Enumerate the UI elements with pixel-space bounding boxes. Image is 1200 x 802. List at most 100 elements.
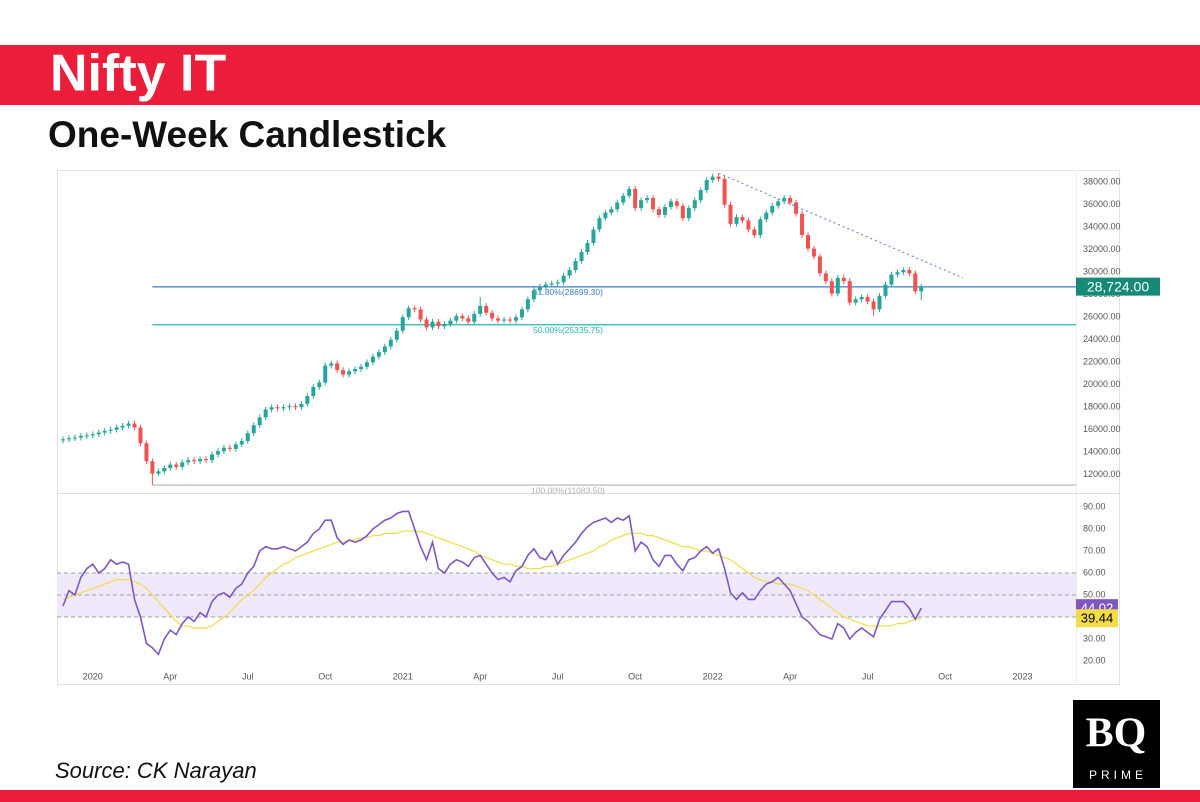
candle-body	[835, 277, 840, 294]
candle-body	[519, 309, 524, 318]
candle-body	[61, 439, 65, 441]
candle-body	[239, 441, 244, 445]
y-tick-label: 60.00	[1083, 567, 1106, 577]
candle-body	[186, 460, 191, 463]
candle-body	[651, 198, 656, 210]
candle-body	[484, 306, 489, 313]
candle-body	[698, 190, 703, 201]
candle-body	[454, 316, 459, 321]
logo-mark: BQ	[1086, 711, 1147, 757]
y-tick-label: 50.00	[1083, 589, 1106, 599]
candle-body	[442, 324, 447, 327]
candle-body	[376, 352, 381, 357]
candle-body	[639, 200, 644, 209]
candle-body	[78, 435, 83, 438]
candle-body	[549, 283, 554, 285]
candle-body	[263, 409, 268, 418]
y-tick-label: 20.00	[1083, 655, 1106, 665]
title-band	[0, 45, 1200, 105]
candle-body	[811, 248, 816, 257]
source-note: Source: CK Narayan	[55, 758, 257, 783]
candle-body	[84, 435, 89, 437]
candle-body	[704, 180, 709, 191]
candle-body	[472, 313, 477, 322]
y-tick-label: 36000.00	[1083, 199, 1121, 209]
candle-body	[829, 281, 834, 294]
candle-body	[168, 464, 173, 468]
y-tick-label: 18000.00	[1083, 402, 1121, 412]
candle-body	[245, 433, 250, 441]
candle-body	[633, 189, 638, 209]
x-tick-label: Apr	[163, 671, 177, 681]
x-tick-label: Oct	[318, 671, 333, 681]
footer-band	[0, 790, 1200, 802]
candle-body	[156, 471, 161, 474]
candle-body	[66, 438, 71, 440]
candle-body	[275, 407, 280, 409]
candle-body	[251, 425, 256, 434]
rsi-line	[62, 510, 922, 656]
candle-body	[627, 189, 632, 196]
y-tick-label: 80.00	[1083, 523, 1106, 533]
rsi-band	[57, 573, 1076, 617]
candle-body	[710, 176, 715, 180]
candle-body	[257, 417, 262, 426]
candle-body	[722, 178, 727, 205]
candle-body	[96, 432, 101, 435]
x-tick-label: Apr	[473, 671, 487, 681]
candle-body	[496, 318, 501, 321]
candle-body	[90, 434, 95, 436]
candle-body	[448, 320, 453, 324]
candle-body	[233, 444, 238, 449]
candle-body	[305, 396, 310, 404]
candle-body	[436, 321, 441, 327]
candle-body	[430, 321, 435, 328]
candle-body	[823, 273, 828, 282]
x-tick-label: Jul	[552, 671, 564, 681]
candle-body	[877, 295, 882, 310]
rsi-average-line	[62, 530, 922, 629]
candle-body	[329, 363, 334, 366]
candle-body	[585, 243, 590, 252]
x-tick-label: Jul	[242, 671, 254, 681]
candle-body	[841, 277, 846, 282]
y-tick-label: 38000.00	[1083, 177, 1121, 187]
chart-subtitle: One-Week Candlestick	[48, 114, 447, 155]
candle-body	[662, 207, 667, 215]
y-tick-label: 30000.00	[1083, 267, 1121, 277]
candle-body	[859, 297, 864, 300]
x-tick-label: 2020	[83, 671, 103, 681]
candle-body	[138, 427, 143, 444]
candle-body	[478, 306, 483, 314]
y-tick-label: 14000.00	[1083, 447, 1121, 457]
candle-body	[192, 460, 197, 462]
candle-body	[692, 200, 697, 209]
candle-body	[126, 423, 131, 426]
candle-body	[406, 308, 411, 318]
candle-body	[210, 454, 214, 461]
candle-body	[293, 406, 298, 408]
candle-body	[108, 429, 113, 431]
candle-body	[674, 201, 679, 206]
candle-body	[555, 282, 560, 284]
candle-body	[388, 339, 393, 347]
candle-body	[895, 272, 900, 275]
candle-body	[198, 459, 203, 462]
candle-body	[418, 309, 423, 320]
candle-body	[335, 363, 340, 371]
candle-body	[680, 205, 685, 219]
trend-line	[718, 172, 964, 279]
candle-body	[716, 176, 721, 179]
logo-box	[1073, 700, 1160, 788]
candle-body	[525, 299, 530, 310]
candle-body	[901, 270, 906, 273]
y-tick-label: 22000.00	[1083, 357, 1121, 367]
candle-body	[770, 205, 775, 213]
candle-body	[174, 464, 179, 467]
candle-body	[847, 281, 852, 303]
candle-body	[132, 423, 137, 428]
candle-body	[794, 202, 799, 214]
candle-body	[382, 346, 387, 353]
